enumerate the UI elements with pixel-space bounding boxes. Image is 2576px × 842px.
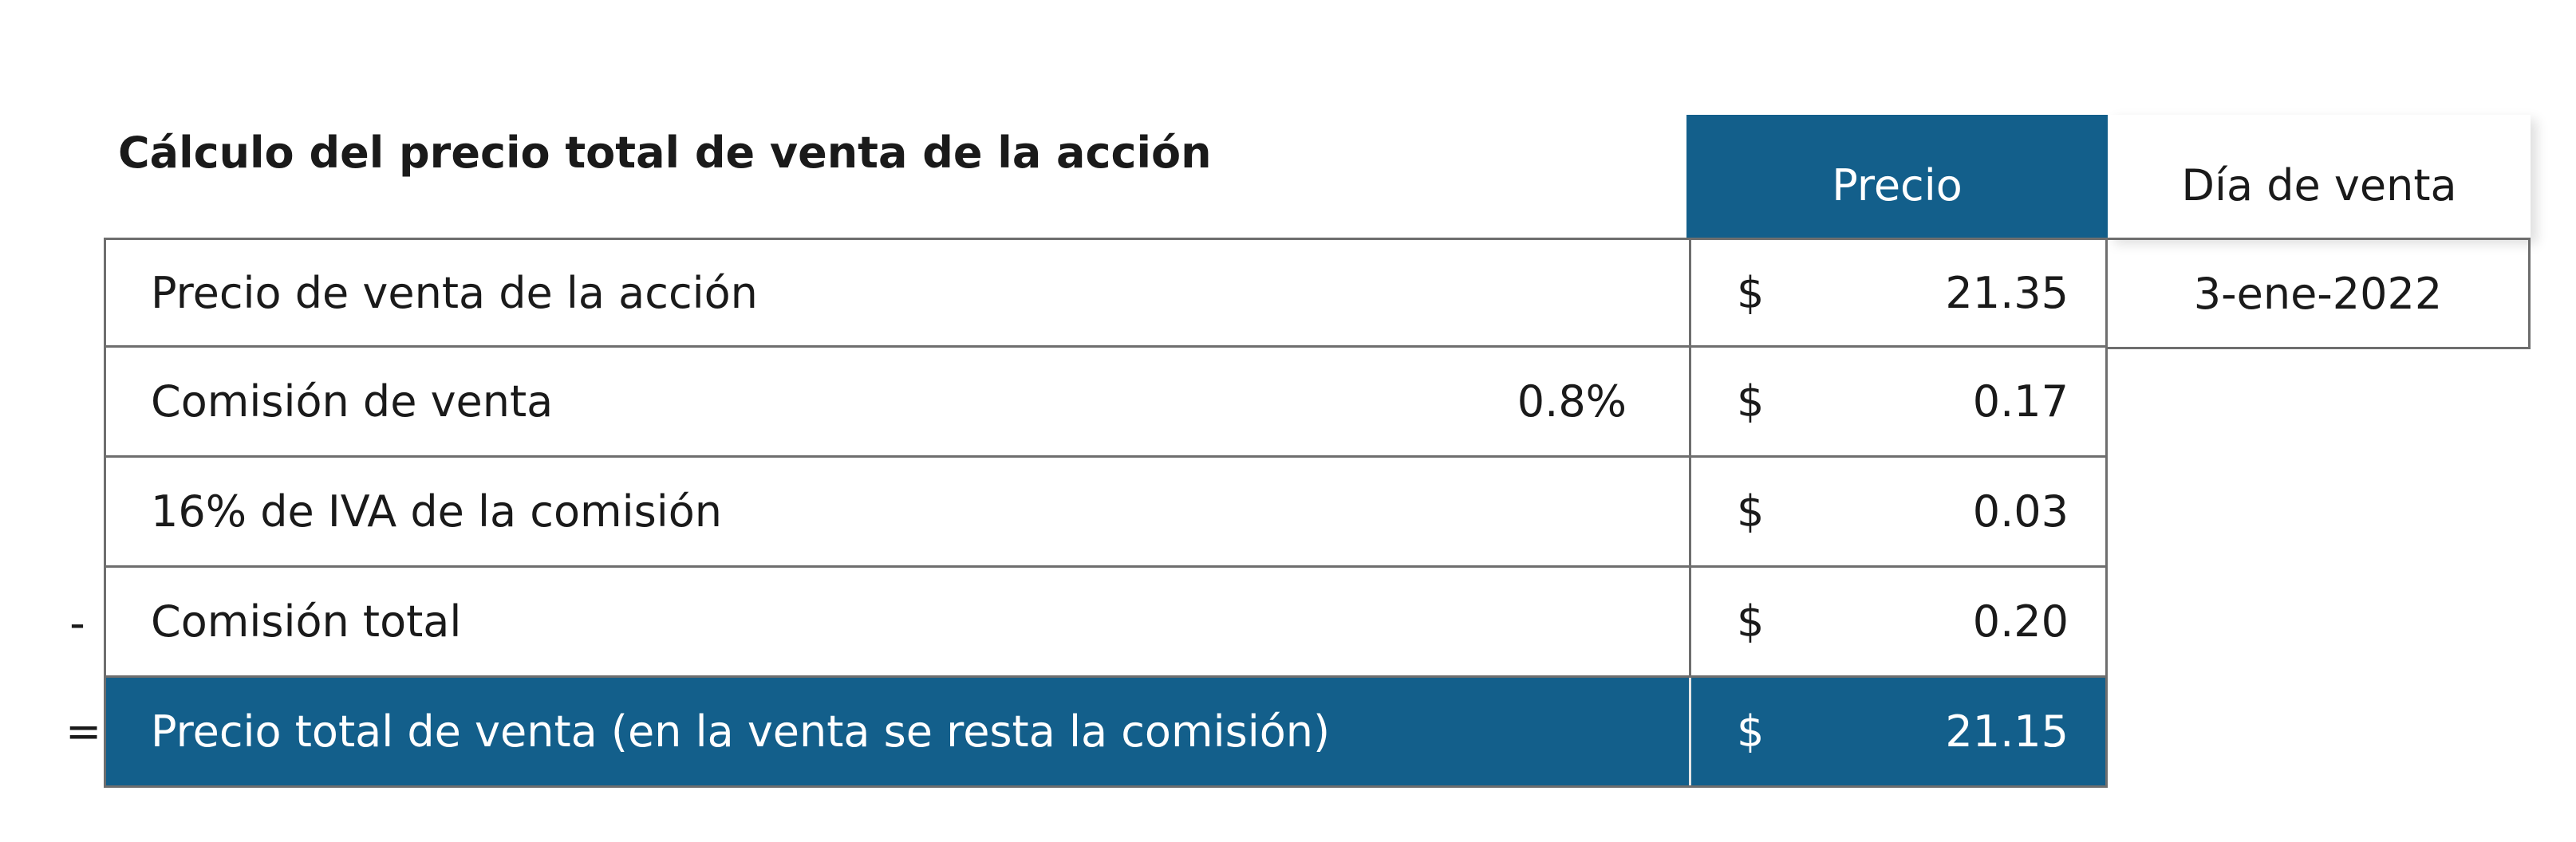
sale-date-cell: 3-ene-2022 <box>2108 238 2531 349</box>
header-sale-day: Día de venta <box>2108 115 2531 239</box>
currency-symbol: $ <box>1737 486 1765 537</box>
row-label: Precio total de venta (en la venta se re… <box>151 706 1331 757</box>
header-price: Precio <box>1686 115 2108 239</box>
currency-symbol: $ <box>1737 596 1765 647</box>
row-value: 21.35 <box>1945 267 2069 318</box>
currency-symbol: $ <box>1737 706 1765 757</box>
row-value: 21.15 <box>1945 706 2069 757</box>
row-value: 0.20 <box>1972 596 2069 647</box>
equals-operator: = <box>65 706 102 757</box>
row-label: Comisión de venta <box>151 376 554 427</box>
column-divider <box>1689 458 1691 565</box>
row-label: 16% de IVA de la comisión <box>151 486 723 537</box>
row-label: Precio de venta de la acción <box>151 267 758 318</box>
column-divider <box>1689 568 1691 675</box>
column-divider <box>1689 678 1691 785</box>
table-row-sale-price: Precio de venta de la acción $ 21.35 <box>104 238 2108 348</box>
table-row-commission: Comisión de venta 0.8% $ 0.17 <box>104 348 2108 458</box>
currency-symbol: $ <box>1737 376 1765 427</box>
table-row-total-sale-price: Precio total de venta (en la venta se re… <box>104 678 2108 788</box>
currency-symbol: $ <box>1737 267 1765 318</box>
row-value: 0.03 <box>1972 486 2069 537</box>
table-row-vat: 16% de IVA de la comisión $ 0.03 <box>104 458 2108 568</box>
column-divider <box>1689 240 1691 345</box>
column-divider <box>1689 348 1691 455</box>
table-title: Cálculo del precio total de venta de la … <box>118 128 1212 178</box>
minus-operator: - <box>69 598 85 648</box>
table-row-total-commission: Comisión total $ 0.20 <box>104 568 2108 678</box>
commission-rate: 0.8% <box>1517 376 1627 427</box>
row-label: Comisión total <box>151 596 462 647</box>
row-value: 0.17 <box>1972 376 2069 427</box>
